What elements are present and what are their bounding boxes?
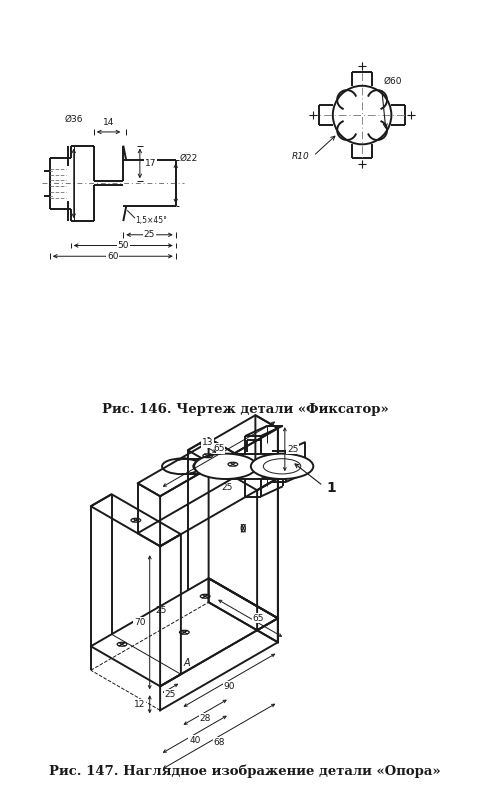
Text: 1: 1 — [326, 480, 336, 495]
Text: Ø36: Ø36 — [65, 115, 83, 124]
Text: 12: 12 — [134, 700, 146, 709]
Text: 17: 17 — [145, 159, 156, 168]
Text: 40: 40 — [189, 736, 200, 745]
Text: Ø22: Ø22 — [180, 154, 198, 163]
Text: 60: 60 — [107, 251, 119, 261]
Ellipse shape — [194, 453, 257, 479]
Text: 68: 68 — [213, 737, 225, 747]
Text: 25: 25 — [155, 606, 167, 614]
Ellipse shape — [251, 453, 313, 479]
Text: 14: 14 — [103, 118, 114, 127]
Text: Рис. 146. Чертеж детали «Фиксатор»: Рис. 146. Чертеж детали «Фиксатор» — [101, 403, 389, 417]
Text: 28: 28 — [199, 713, 211, 723]
Text: 50: 50 — [118, 241, 129, 250]
Text: Ø60: Ø60 — [384, 77, 402, 85]
Text: 25: 25 — [287, 444, 298, 454]
Text: 25: 25 — [221, 483, 232, 492]
Text: Рис. 147. Наглядное изображение детали «Опора»: Рис. 147. Наглядное изображение детали «… — [49, 764, 441, 777]
Text: 25: 25 — [144, 231, 155, 239]
Text: 1,5×45°: 1,5×45° — [135, 215, 167, 224]
Text: 25: 25 — [165, 689, 176, 698]
Text: R10: R10 — [292, 152, 309, 160]
Text: A: A — [184, 658, 190, 668]
Text: 65: 65 — [252, 614, 264, 622]
Text: 65: 65 — [213, 444, 225, 453]
Text: 70: 70 — [134, 618, 146, 626]
Text: 90: 90 — [223, 681, 235, 690]
Text: 13: 13 — [202, 438, 214, 448]
